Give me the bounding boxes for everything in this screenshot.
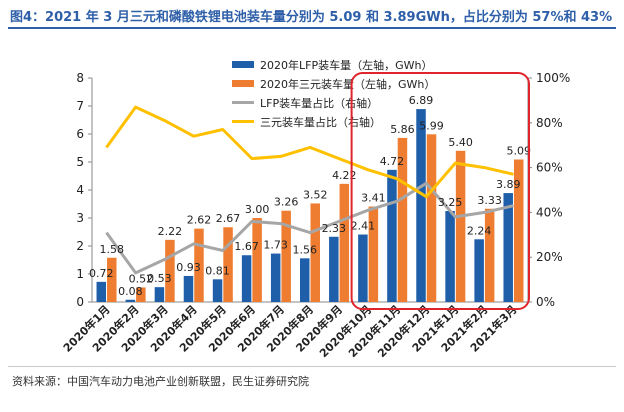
bar-ternary	[252, 218, 262, 302]
ternary-value-label: 5.99	[419, 119, 444, 132]
bar-ternary	[368, 206, 379, 302]
bar-lfp	[300, 258, 310, 302]
y-right-tick-label: 60%	[536, 161, 563, 175]
y-left-tick-label: 0	[76, 295, 84, 309]
lfp-value-label: 4.72	[380, 155, 405, 168]
ternary-value-label: 3.33	[477, 194, 502, 207]
ternary-value-label: 3.41	[361, 192, 386, 205]
bar-ternary	[397, 137, 408, 302]
bar-lfp	[416, 109, 426, 302]
y-right-tick-label: 0%	[536, 295, 555, 309]
legend-label: 2020年三元装车量（左轴，GWh）	[260, 77, 435, 91]
source-note: 资料来源：中国汽车动力电池产业创新联盟，民生证券研究院	[12, 375, 309, 388]
y-right-tick-label: 100%	[536, 71, 570, 85]
bar-ternary	[310, 203, 320, 302]
lfp-value-label: 1.73	[263, 239, 288, 252]
bar-lfp	[445, 211, 455, 302]
ternary-value-label: 2.22	[158, 225, 183, 238]
chart-title: 图4：2021 年 3 月三元和磷酸铁锂电池装车量分别为 5.09 和 3.89…	[10, 10, 613, 25]
footer-divider	[8, 366, 616, 367]
lfp-value-label: 6.89	[409, 94, 434, 107]
bar-ternary	[426, 134, 437, 302]
ternary-value-label: 2.62	[187, 214, 212, 227]
y-left-tick-label: 2	[76, 239, 84, 253]
bar-lfp	[241, 255, 252, 302]
y-left-tick-label: 5	[76, 155, 84, 169]
ternary-value-label: 3.26	[274, 196, 299, 209]
legend-label: 2020年LFP装车量（左轴，GWh）	[260, 58, 432, 72]
highlight-layer	[350, 72, 530, 310]
ternary-value-label: 5.40	[448, 136, 473, 149]
legend-swatch	[232, 80, 254, 87]
category-label-layer: 2020年1月2020年2月2020年3月2020年4月2020年5月2020年…	[60, 302, 519, 360]
bar-ternary	[136, 287, 146, 302]
ternary-value-label: 1.58	[100, 243, 125, 256]
ternary-value-label: 3.00	[245, 203, 270, 216]
bar-ternary	[339, 183, 350, 302]
title-underline	[8, 27, 616, 29]
line-ternary-share	[105, 105, 514, 199]
bar-ternary	[107, 257, 117, 302]
bar-ternary	[484, 208, 495, 302]
ternary-value-label: 4.22	[332, 169, 357, 182]
ternary-value-label: 3.52	[303, 188, 328, 201]
lfp-value-label: 3.89	[496, 178, 521, 191]
y-left-tick-label: 7	[76, 99, 84, 113]
lfp-value-label: 0.93	[176, 261, 201, 274]
lfp-value-label: 0.08	[118, 285, 143, 298]
ternary-value-label: 5.09	[506, 144, 531, 157]
bar-lfp	[387, 169, 397, 302]
lfp-value-label: 3.25	[438, 196, 463, 209]
legend-label: LFP装车量占比（右轴）	[260, 96, 378, 110]
bar-lfp	[358, 234, 368, 302]
y-left-tick-label: 3	[76, 211, 84, 225]
lfp-value-label: 0.53	[147, 272, 172, 285]
lfp-value-label: 2.33	[322, 222, 347, 235]
bar-ternary	[223, 227, 233, 302]
bar-lfp	[125, 299, 136, 302]
data-label-layer: 0.72 1.58 0.080.520.53 2.22 0.93 2.62 0.81 2.67…	[89, 94, 531, 298]
bar-ternary	[513, 159, 524, 302]
bar-ternary	[194, 228, 204, 302]
bar-ternary	[455, 150, 466, 302]
y-right-tick-label: 80%	[536, 116, 563, 130]
bar-lfp	[212, 279, 223, 302]
lfp-value-label: 2.24	[467, 224, 492, 237]
bar-ternary	[281, 210, 291, 302]
y-left-tick-label: 6	[76, 127, 84, 141]
ternary-value-label: 2.67	[216, 212, 241, 225]
line-layer	[105, 105, 514, 275]
lfp-value-label: 1.56	[293, 243, 318, 256]
lfp-value-label: 1.67	[234, 240, 259, 253]
bar-lfp	[154, 287, 165, 302]
legend: 2020年LFP装车量（左轴，GWh） 2020年三元装车量（左轴，GWh） LFP…	[232, 58, 435, 129]
lfp-value-label: 2.41	[351, 220, 376, 233]
bar-lfp	[474, 239, 484, 302]
bar-layer	[96, 109, 524, 302]
y-left-tick-label: 1	[76, 267, 84, 281]
bar-lfp	[329, 236, 339, 302]
y-left-tick-label: 4	[76, 183, 84, 197]
highlight-box	[350, 72, 530, 310]
legend-label: 三元装车量占比（右轴）	[260, 115, 381, 129]
lfp-value-label: 0.72	[89, 267, 114, 280]
legend-swatch	[232, 61, 254, 68]
y-right-tick-label: 40%	[536, 205, 563, 219]
line-lfp-share	[105, 181, 514, 275]
bar-lfp	[503, 193, 513, 302]
y-right-tick-label: 20%	[536, 250, 563, 264]
bar-lfp	[96, 281, 107, 302]
bar-ternary	[165, 239, 175, 302]
lfp-value-label: 0.81	[205, 264, 230, 277]
y-left-tick-label: 8	[76, 71, 84, 85]
bar-lfp	[270, 253, 281, 302]
ternary-value-label: 0.52	[129, 272, 154, 285]
bar-lfp	[183, 275, 194, 302]
ternary-value-label: 5.86	[390, 123, 415, 136]
